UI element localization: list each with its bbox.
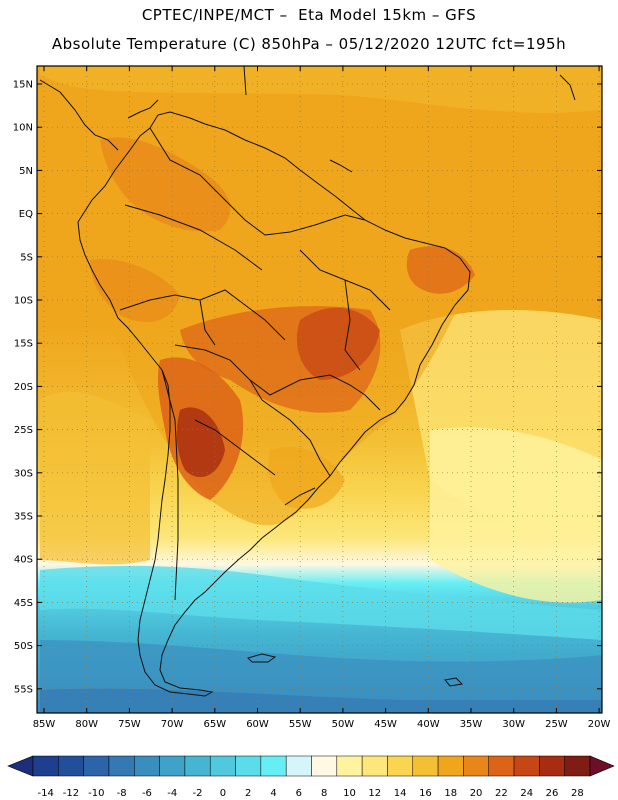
colorbar-swatch <box>488 755 515 777</box>
colorbar-swatch <box>184 755 211 777</box>
colorbar-tick-label: -14 <box>37 788 53 799</box>
lat-tick-label: 15N <box>13 80 33 91</box>
lon-tick-label: 70W <box>161 719 184 730</box>
colorbar-tick-label: 2 <box>245 788 251 799</box>
colorbar-tick-label: 24 <box>520 788 533 799</box>
colorbar-swatch <box>564 755 591 777</box>
colorbar-max-arrow <box>589 755 615 777</box>
colorbar-swatch <box>412 755 439 777</box>
chart-subtitle: Absolute Temperature (C) 850hPa – 05/12/… <box>51 35 567 53</box>
lat-tick-label: 55S <box>14 684 33 695</box>
colorbar-tick-label: -8 <box>117 788 127 799</box>
colorbar-tick-label: -2 <box>193 788 203 799</box>
colorbar-swatch <box>134 755 160 777</box>
colorbar-swatch <box>311 755 338 777</box>
colorbar-swatch <box>539 755 565 777</box>
map-frame <box>36 65 603 714</box>
coastline-and-borders <box>39 66 576 697</box>
colorbar-tick-label: -10 <box>88 788 104 799</box>
colorbar-swatch <box>260 755 287 777</box>
colorbar-swatch <box>209 755 236 777</box>
colorbar-tick-label: 6 <box>296 788 302 799</box>
lat-tick-label: 40S <box>14 555 33 566</box>
latitude-axis: 15N 10N 5N EQ 5S 10S 15S 20S 25S 30S 35S 40S 45S 50S 5… <box>13 80 602 695</box>
colorbar-swatch <box>285 755 312 777</box>
lon-tick-label: 50W <box>332 719 355 730</box>
lon-tick-label: 30W <box>502 719 525 730</box>
temperature-field <box>37 66 602 713</box>
colorbar-min-arrow <box>7 755 34 777</box>
colorbar-tick-label: 8 <box>321 788 327 799</box>
lon-tick-label: 25W <box>545 719 568 730</box>
colorbar-tick-label: 22 <box>495 788 508 799</box>
colorbar-swatch <box>58 755 84 777</box>
lon-tick-label: 65W <box>203 719 226 730</box>
lat-tick-label: 25S <box>14 425 33 436</box>
colorbar-tick-label: 26 <box>546 788 559 799</box>
colorbar-swatch <box>361 755 388 777</box>
colorbar-swatch <box>159 755 186 777</box>
colorbar-tick-label: 16 <box>419 788 432 799</box>
lon-tick-label: 40W <box>417 719 440 730</box>
lon-tick-label: 45W <box>374 719 397 730</box>
lat-tick-label: 35S <box>14 512 33 523</box>
colorbar-tick-label: 28 <box>571 788 584 799</box>
lat-tick-label: 5S <box>20 252 33 263</box>
lon-tick-label: 75W <box>118 719 141 730</box>
lon-tick-label: 20W <box>588 719 611 730</box>
colorbar-swatch <box>83 755 110 777</box>
colorbar-tick-label: 4 <box>270 788 276 799</box>
colorbar: -14 -12 -10 -8 -6 -4 -2 0 2 4 6 8 10 12 14 16 18 20 22 24 26… <box>7 755 615 799</box>
lat-tick-label: 45S <box>14 598 33 609</box>
colorbar-swatch <box>336 755 363 777</box>
colorbar-swatch <box>513 755 540 777</box>
lat-tick-label: 10S <box>14 296 33 307</box>
lat-tick-label: 30S <box>14 468 33 479</box>
colorbar-tick-label: 14 <box>394 788 407 799</box>
colorbar-tick-label: 18 <box>444 788 457 799</box>
colorbar-tick-label: 10 <box>343 788 356 799</box>
colorbar-tick-label: -4 <box>167 788 177 799</box>
chart-title: CPTEC/INPE/MCT – Eta Model 15km – GFS <box>141 6 477 24</box>
lon-tick-label: 85W <box>33 719 56 730</box>
lon-tick-label: 55W <box>289 719 312 730</box>
colorbar-swatch <box>235 755 262 777</box>
lat-tick-label: 10N <box>13 123 33 134</box>
lon-tick-label: 35W <box>460 719 483 730</box>
colorbar-swatch <box>108 755 135 777</box>
lat-tick-label: 20S <box>14 382 33 393</box>
longitude-axis: 85W 80W 75W 70W 65W 60W 55W 50W 45W 40W 35W 30W 25W 2… <box>33 66 611 730</box>
colorbar-swatch <box>463 755 489 777</box>
colorbar-tick-label: -6 <box>142 788 152 799</box>
colorbar-swatch <box>387 755 414 777</box>
lat-tick-label: 5N <box>19 166 33 177</box>
colorbar-tick-label: 12 <box>368 788 381 799</box>
colorbar-tick-label: 20 <box>470 788 483 799</box>
graticule <box>37 66 602 713</box>
lat-tick-label: 50S <box>14 641 33 652</box>
lon-tick-label: 80W <box>75 719 98 730</box>
lat-tick-label: EQ <box>19 209 33 220</box>
colorbar-swatch <box>437 755 464 777</box>
colorbar-tick-label: 0 <box>220 788 226 799</box>
colorbar-tick-label: -12 <box>63 788 79 799</box>
lon-tick-label: 60W <box>246 719 269 730</box>
lat-tick-label: 15S <box>14 339 33 350</box>
colorbar-swatch <box>32 755 59 777</box>
